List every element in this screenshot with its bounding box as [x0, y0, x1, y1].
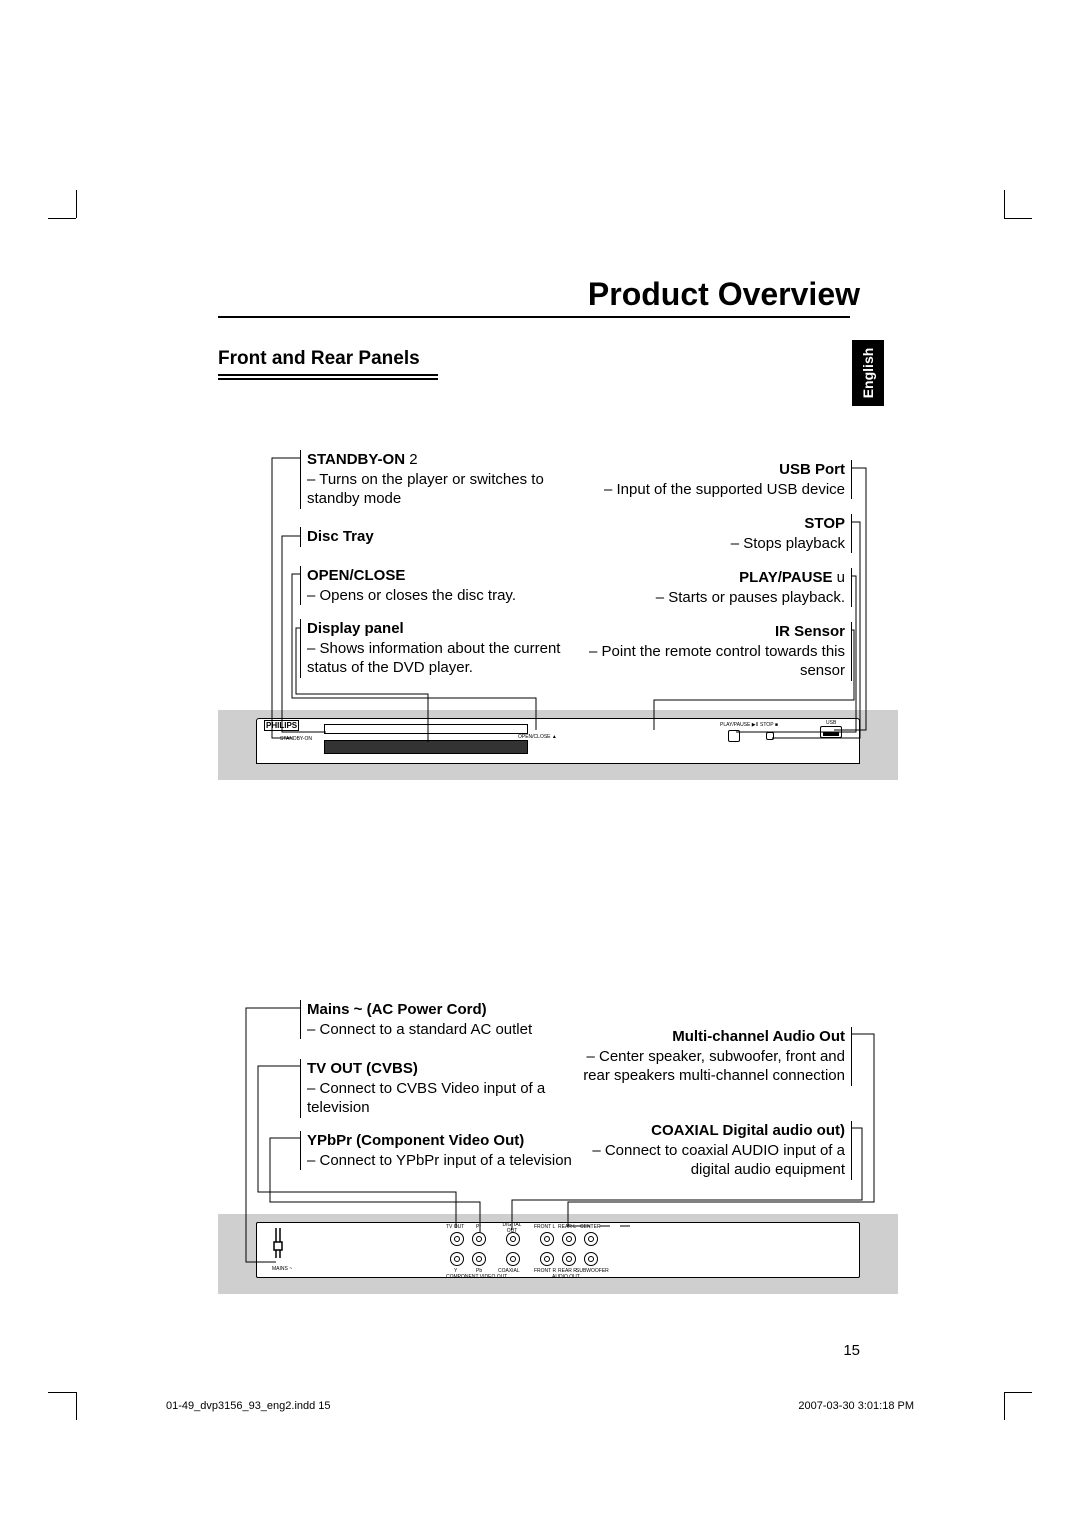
section-heading: Front and Rear Panels [218, 348, 420, 370]
callout-title: Disc Tray [307, 528, 374, 545]
power-cord-icon [272, 1228, 284, 1258]
callout-usb: USB Port – Input of the supported USB de… [562, 460, 852, 499]
front-play-label: PLAY/PAUSE ▶II [720, 722, 758, 728]
rear-lbl: SUBWOOFER [576, 1268, 609, 1274]
conn-front-l [540, 1232, 554, 1246]
callout-disc-tray: Disc Tray [300, 527, 570, 547]
callout-desc: – Opens or closes the disc tray. [307, 586, 590, 606]
rear-lbl: REAR L [558, 1224, 576, 1230]
crop-mark [1004, 1392, 1005, 1420]
rear-group-lbl: AUDIO OUT [552, 1274, 580, 1280]
language-tab: English [852, 340, 884, 406]
philips-logo: PHILIPS [264, 720, 299, 731]
callout-title: USB Port [779, 461, 845, 478]
conn-subwoofer [584, 1252, 598, 1266]
rear-lbl: FRONT L [534, 1224, 555, 1230]
callout-title: Multi-channel Audio Out [672, 1028, 845, 1045]
heading-rule [218, 378, 438, 380]
front-standby-label: STANDBY-ON [280, 736, 312, 742]
callout-title: COAXIAL Digital audio out) [651, 1122, 845, 1139]
front-stop-label: STOP ■ [760, 722, 778, 728]
callout-desc: – Connect to a standard AC outlet [307, 1020, 590, 1040]
callout-multichannel: Multi-channel Audio Out – Center speaker… [562, 1027, 852, 1086]
heading-rule [218, 374, 438, 376]
callout-standby: STANDBY-ON 2 – Turns on the player or sw… [300, 450, 570, 509]
callout-desc: – Stops playback [562, 534, 845, 554]
crop-mark [1004, 1392, 1032, 1393]
callout-ir-sensor: IR Sensor – Point the remote control tow… [562, 622, 852, 681]
conn-rear-r [562, 1252, 576, 1266]
callout-tvout: TV OUT (CVBS) – Connect to CVBS Video in… [300, 1059, 600, 1118]
conn-coaxial [506, 1252, 520, 1266]
crop-mark [48, 1392, 76, 1393]
conn-center [584, 1232, 598, 1246]
callout-desc: – Center speaker, subwoofer, front and r… [562, 1047, 845, 1086]
front-disc-slot [324, 724, 528, 734]
callout-title: OPEN/CLOSE [307, 567, 405, 584]
callout-suffix: u [832, 569, 845, 586]
callout-title: STOP [804, 515, 845, 532]
crop-mark [76, 190, 77, 218]
crop-mark [48, 218, 76, 219]
rear-lbl: DIGITAL OUT [498, 1222, 526, 1234]
callout-desc: – Turns on the player or switches to sta… [307, 470, 570, 509]
front-display-window [324, 740, 528, 754]
rear-group-lbl: COMPONENT VIDEO OUT [446, 1274, 507, 1280]
callout-suffix: 2 [405, 451, 418, 468]
callout-desc: – Shows information about the current st… [307, 639, 590, 678]
callout-title: PLAY/PAUSE [739, 569, 832, 586]
callout-title: Mains ~ (AC Power Cord) [307, 1001, 487, 1018]
callout-title: STANDBY-ON [307, 451, 405, 468]
title-rule [218, 316, 850, 318]
conn-tvout [450, 1232, 464, 1246]
crop-mark [1004, 218, 1032, 219]
footer-filename: 01-49_dvp3156_93_eng2.indd 15 [166, 1400, 331, 1412]
callout-display-panel: Display panel – Shows information about … [300, 619, 590, 678]
rear-lbl: CENTER [580, 1224, 601, 1230]
callout-desc: – Connect to coaxial AUDIO input of a di… [562, 1141, 845, 1180]
callout-desc: – Connect to CVBS Video input of a telev… [307, 1079, 600, 1118]
conn-pb [472, 1252, 486, 1266]
crop-mark [76, 1392, 77, 1420]
front-stop-button [766, 732, 774, 740]
callout-open-close: OPEN/CLOSE – Opens or closes the disc tr… [300, 566, 590, 605]
page-number: 15 [843, 1342, 860, 1359]
rear-lbl: TV OUT [446, 1224, 464, 1230]
callout-coaxial: COAXIAL Digital audio out) – Connect to … [562, 1121, 852, 1180]
conn-digital [506, 1232, 520, 1246]
callout-mains: Mains ~ (AC Power Cord) – Connect to a s… [300, 1000, 590, 1039]
front-usb-inner [823, 732, 839, 736]
callout-title: IR Sensor [775, 623, 845, 640]
callout-title: Display panel [307, 620, 404, 637]
front-play-button [728, 730, 740, 742]
callout-play-pause: PLAY/PAUSE u – Starts or pauses playback… [562, 568, 852, 607]
callout-desc: – Input of the supported USB device [562, 480, 845, 500]
callout-title: TV OUT (CVBS) [307, 1060, 418, 1077]
conn-y [450, 1252, 464, 1266]
rear-mains-label: MAINS ~ [272, 1266, 292, 1272]
callout-desc: – Point the remote control towards this … [562, 642, 845, 681]
callout-stop: STOP – Stops playback [562, 514, 852, 553]
rear-lbl: Pr [476, 1224, 481, 1230]
conn-front-r [540, 1252, 554, 1266]
callout-title: YPbPr (Component Video Out) [307, 1132, 524, 1149]
crop-mark [1004, 190, 1005, 218]
language-label: English [860, 348, 876, 399]
conn-rear-l [562, 1232, 576, 1246]
callout-desc: – Starts or pauses playback. [562, 588, 845, 608]
conn-pr [472, 1232, 486, 1246]
page-title: Product Overview [588, 276, 860, 313]
footer-timestamp: 2007-03-30 3:01:18 PM [798, 1400, 914, 1412]
